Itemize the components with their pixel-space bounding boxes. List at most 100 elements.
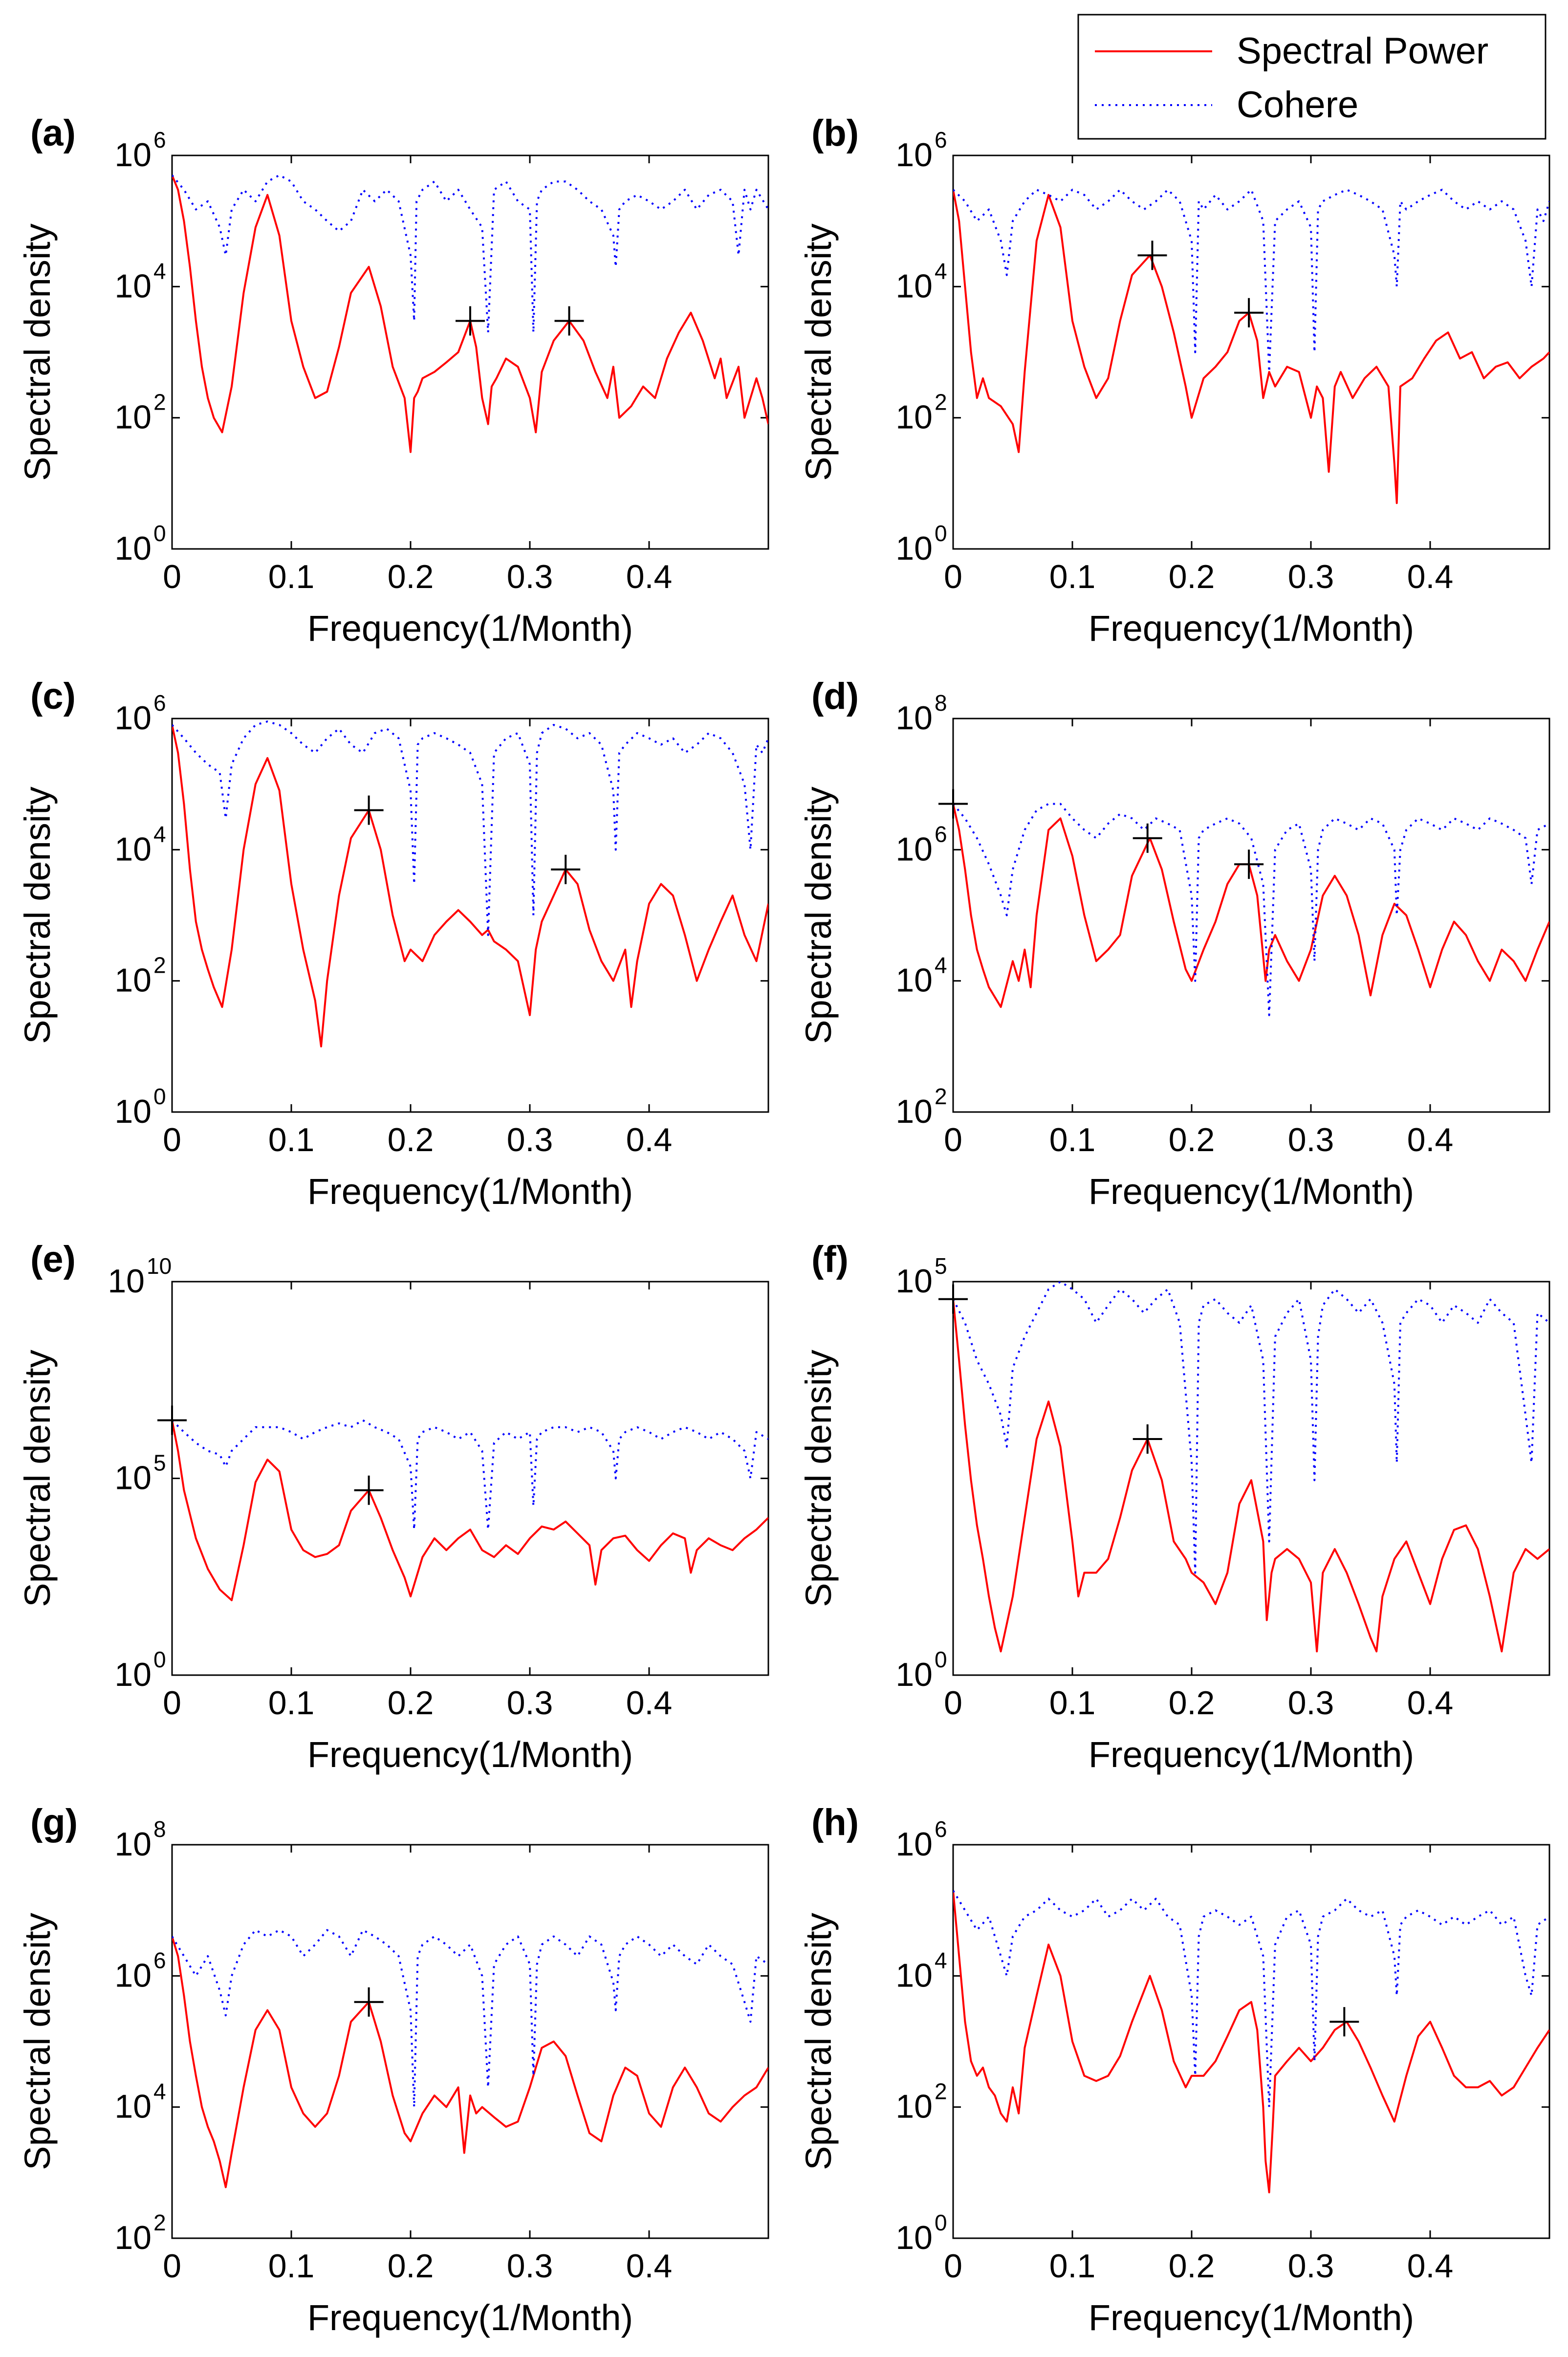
x-tick-label: 0.4 xyxy=(626,2248,673,2285)
y-tick-exponent: 4 xyxy=(935,1947,947,1973)
y-tick-exponent: 6 xyxy=(935,1816,947,1842)
peak-marker xyxy=(354,1987,384,2017)
x-tick-label: 0.3 xyxy=(1288,1121,1334,1158)
panel-label: (a) xyxy=(30,112,76,154)
x-axis-label: Frequency(1/Month) xyxy=(1089,1734,1414,1775)
y-axis-label: Spectral density xyxy=(17,223,58,481)
y-tick-label: 10 xyxy=(114,962,152,999)
x-tick-label: 0.2 xyxy=(388,558,434,595)
peak-marker xyxy=(551,854,581,884)
cohere-line-h xyxy=(953,1890,1549,2108)
x-tick-label: 0.4 xyxy=(1407,1121,1454,1158)
x-tick-label: 0.2 xyxy=(388,2248,434,2285)
legend: Spectral Power Cohere xyxy=(1077,14,1546,140)
y-axis-label: Spectral density xyxy=(798,786,839,1044)
panel-f: 0 0.1 0.2 0.3 0.410 010 5Frequency(1/Month)Spe… xyxy=(798,1239,1550,1775)
x-tick-label: 0.3 xyxy=(1288,558,1334,595)
y-tick-label: 10 xyxy=(895,1957,933,1994)
y-tick-exponent: 0 xyxy=(935,521,947,546)
y-tick-exponent: 6 xyxy=(935,821,947,847)
y-tick-exponent: 4 xyxy=(935,258,947,284)
spectral-line-f xyxy=(953,1299,1549,1653)
panel-label: (h) xyxy=(811,1802,859,1843)
peak-marker xyxy=(1234,298,1264,327)
y-tick-exponent: 6 xyxy=(935,127,947,153)
y-tick-exponent: 6 xyxy=(153,127,166,153)
x-axis-label: Frequency(1/Month) xyxy=(1089,1171,1414,1212)
y-tick-label: 10 xyxy=(895,530,933,567)
panel-label: (f) xyxy=(811,1239,849,1280)
x-tick-label: 0.1 xyxy=(268,558,315,595)
y-tick-label: 10 xyxy=(114,1957,152,1994)
x-tick-label: 0 xyxy=(163,558,181,595)
x-tick-label: 0 xyxy=(944,2248,962,2285)
peak-marker xyxy=(1137,240,1167,270)
y-tick-label: 10 xyxy=(895,2219,933,2256)
y-tick-exponent: 2 xyxy=(153,953,166,978)
x-tick-label: 0 xyxy=(944,1684,962,1722)
y-tick-label: 10 xyxy=(895,399,933,436)
y-tick-label: 10 xyxy=(114,399,152,436)
x-tick-label: 0.3 xyxy=(1288,1684,1334,1722)
x-axis-label: Frequency(1/Month) xyxy=(307,2297,633,2338)
y-tick-label: 10 xyxy=(114,530,152,567)
peak-marker xyxy=(1329,2007,1359,2037)
y-tick-exponent: 0 xyxy=(153,1647,166,1672)
plot-frame-a xyxy=(171,154,769,550)
x-tick-label: 0.4 xyxy=(1407,558,1454,595)
x-tick-label: 0 xyxy=(944,1121,962,1158)
y-axis-label: Spectral density xyxy=(17,1913,58,2170)
x-tick-label: 0.1 xyxy=(268,2248,315,2285)
plot-frame-h xyxy=(952,1844,1550,2239)
y-tick-exponent: 4 xyxy=(153,821,166,847)
x-axis-label: Frequency(1/Month) xyxy=(1089,2297,1414,2338)
spectral-line-b xyxy=(953,189,1549,504)
x-tick-label: 0.4 xyxy=(1407,2248,1454,2285)
peak-marker xyxy=(354,795,384,825)
y-tick-label: 10 xyxy=(895,2088,933,2125)
x-tick-label: 0.4 xyxy=(626,1684,673,1722)
y-tick-exponent: 5 xyxy=(153,1450,166,1476)
spectral-line-g xyxy=(172,1936,768,2188)
x-axis-label: Frequency(1/Month) xyxy=(307,1171,633,1212)
y-tick-label: 10 xyxy=(895,1093,933,1130)
y-axis-label: Spectral density xyxy=(17,1350,58,1607)
x-axis-label: Frequency(1/Month) xyxy=(307,1734,633,1775)
spectral-line-a xyxy=(172,175,768,453)
y-tick-exponent: 4 xyxy=(153,258,166,284)
spectral-line-c xyxy=(172,724,768,1048)
y-tick-exponent: 8 xyxy=(935,690,947,716)
x-tick-label: 0.2 xyxy=(1169,1684,1215,1722)
x-tick-label: 0 xyxy=(163,1684,181,1722)
panel-label: (e) xyxy=(30,1239,76,1280)
y-tick-label: 10 xyxy=(895,136,933,174)
cohere-line-c xyxy=(172,720,768,936)
y-tick-label: 10 xyxy=(114,136,152,174)
y-tick-label: 10 xyxy=(114,1826,152,1863)
y-tick-label: 10 xyxy=(895,962,933,999)
y-tick-exponent: 2 xyxy=(935,2079,947,2104)
legend-label-spectral: Spectral Power xyxy=(1237,30,1488,72)
panel-label: (c) xyxy=(30,676,76,717)
x-tick-label: 0.1 xyxy=(1049,1684,1096,1722)
cohere-line-g xyxy=(172,1929,768,2108)
x-tick-label: 0.2 xyxy=(388,1684,434,1722)
y-tick-label: 10 xyxy=(114,699,152,737)
y-tick-label: 10 xyxy=(895,1656,933,1693)
spectral-line-d xyxy=(953,804,1549,1008)
peak-marker xyxy=(1132,823,1162,853)
plot-frame-g xyxy=(171,1844,769,2239)
x-tick-label: 0 xyxy=(163,1121,181,1158)
x-tick-label: 0.4 xyxy=(626,558,673,595)
plot-frame-b xyxy=(952,154,1550,550)
y-tick-label: 10 xyxy=(895,830,933,868)
x-tick-label: 0.3 xyxy=(507,1684,553,1722)
peak-marker xyxy=(456,306,485,336)
peak-marker xyxy=(1132,1424,1162,1454)
y-tick-exponent: 2 xyxy=(935,390,947,415)
y-tick-exponent: 4 xyxy=(935,953,947,978)
x-tick-label: 0.2 xyxy=(1169,2248,1215,2285)
y-tick-exponent: 2 xyxy=(153,2210,166,2235)
